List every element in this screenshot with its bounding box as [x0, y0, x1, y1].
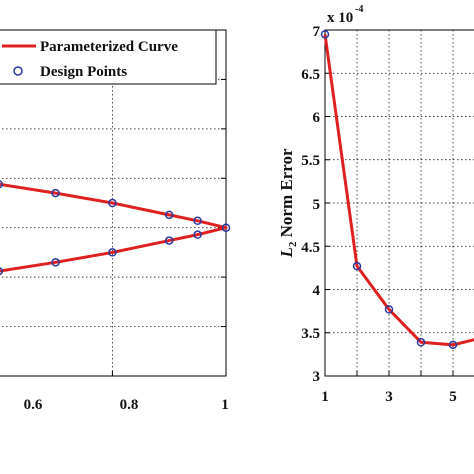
error-point-marker [320, 30, 330, 39]
left-series [0, 180, 231, 276]
right-y-tick-label: 6.5 [301, 67, 320, 83]
design-point-marker [193, 230, 202, 239]
right-y-tick-labels: 3 3.5 4 4.5 5 5.5 6 6.5 7 [301, 24, 320, 385]
y-multiplier-base: x 10 [327, 10, 353, 26]
error-point-marker [448, 340, 458, 350]
legend-entry-curve: Parameterized Curve [40, 39, 178, 55]
design-point-marker [51, 258, 60, 267]
y-label-subscript: 2 [287, 241, 299, 247]
right-ticks [325, 72, 454, 376]
design-point-marker [164, 210, 174, 220]
left-x-tick-labels: 0.6 0.8 1 [24, 397, 229, 413]
legend: Parameterized Curve Design Points [0, 29, 217, 85]
right-y-tick-label: 3 [313, 369, 321, 385]
design-point-marker [51, 188, 60, 198]
right-y-tick-label: 7 [313, 24, 321, 40]
left-x-tick-label: 1 [221, 397, 229, 413]
error-point-marker [352, 261, 362, 271]
right-y-tick-label: 6 [313, 110, 321, 126]
right-y-axis-label: L2 Norm Error [277, 148, 299, 258]
right-x-tick-label: 5 [449, 389, 457, 405]
left-x-tick-label: 0.8 [120, 397, 139, 413]
left-x-tick-label: 0.6 [24, 397, 43, 413]
right-y-tick-label: 5 [313, 197, 321, 213]
error-point-marker [384, 305, 394, 314]
design-point-marker [221, 223, 231, 232]
left-ticks [111, 78, 227, 376]
legend-entry-points: Design Points [40, 64, 127, 80]
error-point-marker [416, 338, 426, 347]
right-x-tick-label: 3 [385, 389, 393, 405]
design-point-marker [164, 236, 174, 245]
y-label-L: L [277, 247, 296, 258]
legend-marker-swatch [13, 66, 23, 76]
y-multiplier-exponent: -4 [355, 4, 363, 15]
right-series [320, 30, 474, 350]
left-chart: Parameterized Curve Design Points 0.6 0.… [0, 29, 231, 413]
design-point-marker [0, 267, 4, 276]
y-multiplier: x 10 -4 [327, 4, 363, 26]
right-chart: 3 3.5 4 4.5 5 5.5 6 6.5 7 1 3 5 x 10 -4 … [277, 4, 474, 405]
error-curve-line [323, 34, 474, 347]
right-y-tick-label: 5.5 [301, 153, 320, 169]
design-point-marker [108, 198, 117, 208]
right-grid [325, 30, 474, 376]
right-y-tick-label: 4.5 [301, 240, 320, 256]
right-x-tick-label: 1 [321, 389, 329, 405]
design-point-marker [0, 180, 4, 189]
y-label-rest: Norm Error [277, 148, 296, 242]
parameterized-curve-line [0, 182, 228, 273]
right-y-tick-label: 4 [313, 283, 321, 299]
design-point-marker [108, 248, 117, 257]
right-x-tick-labels: 1 3 5 [321, 389, 457, 405]
legend-box [0, 29, 217, 85]
design-point-marker [193, 216, 202, 226]
right-y-tick-label: 3.5 [301, 326, 320, 342]
